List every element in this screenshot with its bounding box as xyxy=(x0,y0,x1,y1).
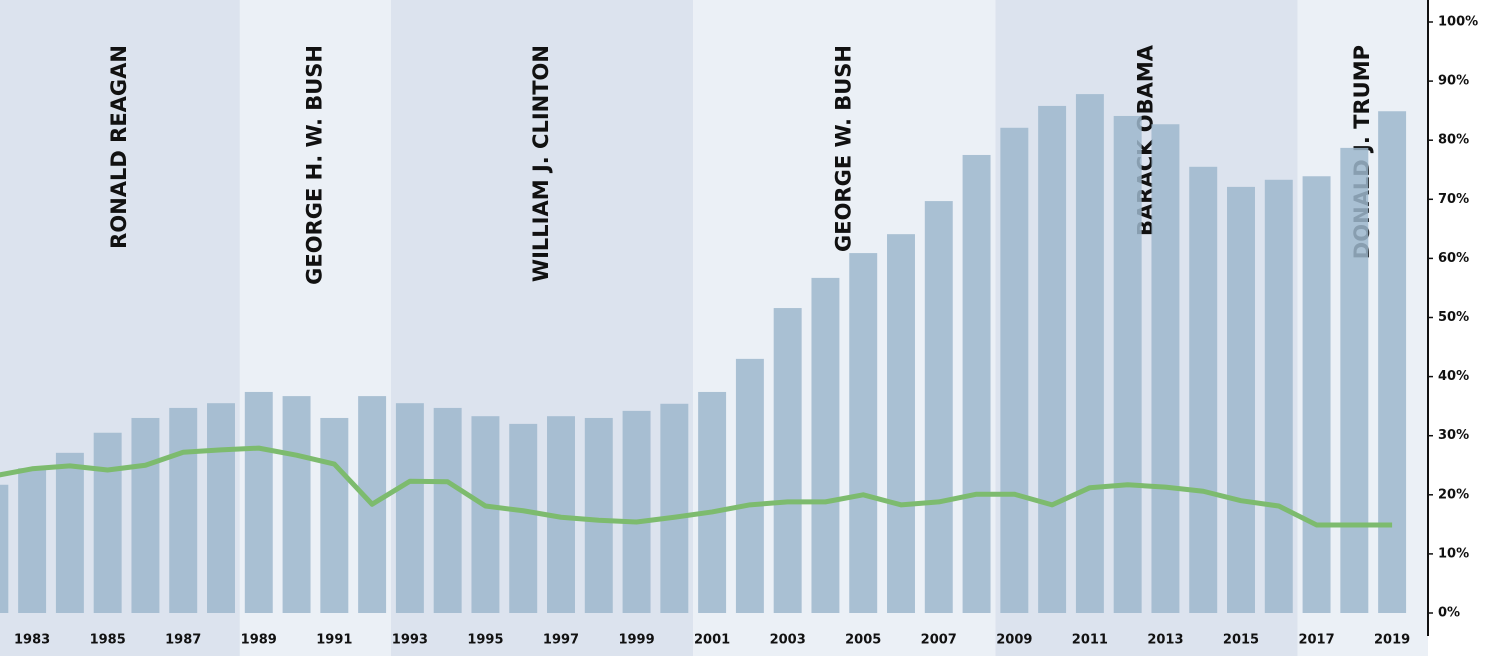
bar xyxy=(1038,105,1067,613)
x-tick-label: 1987 xyxy=(165,633,201,648)
x-tick-label: 1999 xyxy=(618,633,654,648)
presidency-label: GEORGE H. W. BUSH xyxy=(302,45,326,285)
bar xyxy=(131,417,160,613)
bar xyxy=(773,308,802,613)
x-tick-label: 2009 xyxy=(996,633,1032,648)
x-tick-label: 2015 xyxy=(1223,633,1259,648)
y-tick-label: 80% xyxy=(1438,133,1469,148)
x-tick-label: 2003 xyxy=(770,633,806,648)
bar xyxy=(1264,179,1293,613)
x-tick-label: 2007 xyxy=(921,633,957,648)
bar xyxy=(887,234,915,613)
x-tick-label: 1991 xyxy=(316,633,352,648)
bar xyxy=(962,154,991,613)
marks xyxy=(0,94,1407,614)
x-tick-label: 1983 xyxy=(14,633,50,648)
bar xyxy=(584,417,613,613)
bar xyxy=(433,407,462,613)
presidency-label: GEORGE W. BUSH xyxy=(831,45,855,252)
x-tick-label: 2019 xyxy=(1374,633,1410,648)
y-tick-label: 70% xyxy=(1438,192,1469,207)
y-tick-label: 30% xyxy=(1438,428,1469,443)
bar xyxy=(849,253,878,613)
bar xyxy=(660,403,689,613)
labels: 1983 1985 1987 1989 1991 1993 1995 1997 1999 2001… xyxy=(14,0,1478,648)
bar xyxy=(924,201,953,613)
bar xyxy=(282,396,311,613)
bar xyxy=(1302,176,1331,613)
bar xyxy=(1075,94,1104,614)
bar xyxy=(622,410,651,613)
y-tick-label: 50% xyxy=(1438,310,1469,325)
x-tick-label: 2005 xyxy=(845,633,881,648)
bar xyxy=(698,391,727,613)
bar xyxy=(169,407,198,613)
x-tick-label: 1989 xyxy=(241,633,277,648)
bar xyxy=(93,432,122,613)
presidency-label: WILLIAM J. CLINTON xyxy=(529,45,553,282)
x-tick-label: 1995 xyxy=(467,633,503,648)
bar xyxy=(509,423,538,613)
presidency-label: RONALD REAGAN xyxy=(107,45,131,249)
bar xyxy=(1378,111,1407,613)
bar xyxy=(471,416,500,613)
bar xyxy=(55,452,84,613)
y-tick-label: 90% xyxy=(1438,74,1469,89)
x-tick-label: 2011 xyxy=(1072,633,1108,648)
y-tick-label: 20% xyxy=(1438,487,1469,502)
y-tick-label: 10% xyxy=(1438,546,1469,561)
bar xyxy=(0,484,9,613)
y-tick-label: 40% xyxy=(1438,369,1469,384)
bar xyxy=(811,277,840,613)
bar xyxy=(207,403,235,613)
y-tick-label: 60% xyxy=(1438,251,1469,266)
bar xyxy=(735,358,764,613)
bar xyxy=(1189,166,1218,614)
bar xyxy=(1227,186,1255,613)
x-tick-label: 1993 xyxy=(392,633,428,648)
x-tick-label: 2017 xyxy=(1298,633,1334,648)
bar xyxy=(244,391,273,613)
x-tick-label: 2013 xyxy=(1147,633,1183,648)
x-tick-label: 1997 xyxy=(543,633,579,648)
bar xyxy=(18,468,47,613)
bar xyxy=(320,417,349,613)
bar xyxy=(1151,124,1180,614)
x-tick-label: 2001 xyxy=(694,633,730,648)
x-tick-label: 1985 xyxy=(90,633,126,648)
y-tick-label: 0% xyxy=(1438,606,1460,621)
bar xyxy=(1000,127,1029,613)
bar xyxy=(395,403,424,613)
y-tick-label: 100% xyxy=(1438,15,1478,30)
bar xyxy=(1340,147,1369,613)
bar xyxy=(1113,115,1142,614)
line xyxy=(0,445,1393,528)
